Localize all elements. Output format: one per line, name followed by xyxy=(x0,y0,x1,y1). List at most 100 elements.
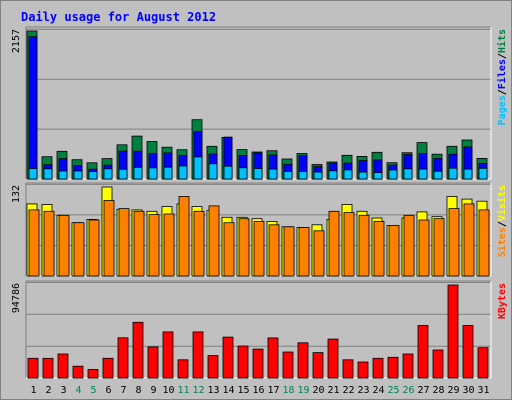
hits-bar-pages-27 xyxy=(418,168,428,180)
hits-bar-pages-5 xyxy=(88,171,98,180)
kbytes-bar-kbytes-15 xyxy=(237,345,249,379)
hits-bar-pages-8 xyxy=(133,166,143,180)
hits-bar-pages-14 xyxy=(223,165,233,180)
x-tick-label: 18 xyxy=(282,385,294,396)
hits-axis-title: Pages/Files/Hits xyxy=(496,29,508,125)
hits-bar-pages-22 xyxy=(343,169,353,180)
kbytes-bar-kbytes-2 xyxy=(42,357,54,379)
visits-bar-sites-5 xyxy=(88,219,100,277)
x-tick-label: 14 xyxy=(222,385,234,396)
visits-bar-sites-30 xyxy=(463,203,475,277)
hits-bar-pages-26 xyxy=(403,168,413,180)
visits-bar-sites-12 xyxy=(193,210,205,277)
visits-bar-sites-13 xyxy=(208,205,220,277)
kbytes-bar-kbytes-28 xyxy=(432,349,444,379)
x-tick-label: 4 xyxy=(75,385,81,396)
kbytes-bar-kbytes-14 xyxy=(222,336,234,379)
x-tick-label: 21 xyxy=(327,385,339,396)
hits-bar-files-1 xyxy=(28,36,38,180)
visits-bar-sites-3 xyxy=(58,214,70,277)
x-tick-label: 15 xyxy=(237,385,249,396)
kbytes-bar-kbytes-11 xyxy=(177,359,189,379)
visits-bar-sites-29 xyxy=(448,208,460,277)
hits-bar-pages-15 xyxy=(238,167,248,180)
kbytes-bar-kbytes-17 xyxy=(267,337,279,379)
kbytes-bar-kbytes-16 xyxy=(252,348,264,379)
hits-axis-label-pages: Pages xyxy=(497,95,508,125)
hits-bar-pages-17 xyxy=(268,168,278,180)
visits-axis-label-visits: Visits xyxy=(496,185,508,221)
kbytes-bar-kbytes-23 xyxy=(357,361,369,379)
visits-bar-sites-21 xyxy=(328,210,340,277)
hits-bar-pages-31 xyxy=(478,167,488,180)
hits-bar-pages-10 xyxy=(163,166,173,180)
visits-bar-sites-14 xyxy=(223,222,235,277)
kbytes-axis-label-kbytes: KBytes xyxy=(497,283,508,319)
kbytes-bar-kbytes-1 xyxy=(27,357,39,379)
kbytes-bar-kbytes-22 xyxy=(342,359,354,379)
visits-axis-label-sites: Sites xyxy=(496,227,508,257)
kbytes-bar-kbytes-7 xyxy=(117,337,129,379)
hits-bar-pages-13 xyxy=(208,163,218,180)
kbytes-bar-kbytes-8 xyxy=(132,321,144,379)
x-tick-label: 5 xyxy=(90,385,96,396)
chart-title: Daily usage for August 2012 xyxy=(21,10,216,24)
kbytes-bar-kbytes-12 xyxy=(192,331,204,379)
x-tick-label: 20 xyxy=(312,385,324,396)
visits-bar-sites-2 xyxy=(43,210,55,277)
hits-bar-pages-1 xyxy=(28,168,38,180)
hits-bar-pages-18 xyxy=(283,170,293,180)
visits-bar-sites-23 xyxy=(358,214,370,277)
hits-axis-label-files: Files xyxy=(496,59,508,89)
visits-bar-sites-10 xyxy=(163,213,175,277)
kbytes-bar-kbytes-21 xyxy=(327,338,339,379)
kbytes-bar-kbytes-3 xyxy=(57,353,69,379)
visits-max-label: 132 xyxy=(11,185,22,203)
hits-bar-pages-30 xyxy=(463,168,473,180)
x-tick-label: 6 xyxy=(105,385,111,396)
visits-bar-sites-26 xyxy=(403,214,415,277)
kbytes-bar-kbytes-29 xyxy=(447,284,459,379)
x-tick-label: 7 xyxy=(120,385,126,396)
x-tick-label: 16 xyxy=(252,385,264,396)
visits-bar-sites-11 xyxy=(178,195,190,277)
hits-bar-pages-16 xyxy=(253,168,263,180)
visits-bar-sites-19 xyxy=(298,227,310,277)
kbytes-bar-kbytes-20 xyxy=(312,352,324,379)
hits-bar-pages-23 xyxy=(358,171,368,180)
visits-bar-sites-22 xyxy=(343,212,355,277)
x-tick-label: 12 xyxy=(192,385,204,396)
hits-bar-pages-20 xyxy=(313,171,323,180)
hits-bar-pages-7 xyxy=(118,168,128,180)
bars-group xyxy=(26,30,490,379)
x-tick-label: 17 xyxy=(267,385,279,396)
visits-bar-sites-20 xyxy=(313,230,325,277)
x-tick-label: 11 xyxy=(177,385,189,396)
visits-bar-sites-16 xyxy=(253,220,265,277)
kbytes-bar-kbytes-13 xyxy=(207,355,219,379)
visits-bar-sites-7 xyxy=(118,208,130,277)
kbytes-bar-kbytes-5 xyxy=(87,369,99,379)
visits-bar-sites-1 xyxy=(28,209,40,277)
x-tick-label: 1 xyxy=(30,385,36,396)
hits-bar-pages-3 xyxy=(58,170,68,180)
x-tick-label: 3 xyxy=(60,385,66,396)
hits-axis-label-hits: Hits xyxy=(496,29,508,53)
kbytes-bar-kbytes-9 xyxy=(147,346,159,379)
x-tick-label: 25 xyxy=(387,385,399,396)
kbytes-bar-kbytes-24 xyxy=(372,357,384,379)
visits-bar-sites-25 xyxy=(388,224,400,277)
kbytes-bar-kbytes-18 xyxy=(282,351,294,379)
kbytes-bar-kbytes-10 xyxy=(162,331,174,379)
x-tick-label: 22 xyxy=(342,385,354,396)
kbytes-bar-kbytes-26 xyxy=(402,353,414,379)
x-tick-label: 10 xyxy=(162,385,174,396)
x-tick-label: 28 xyxy=(432,385,444,396)
visits-bar-sites-4 xyxy=(73,222,85,277)
hits-bar-pages-11 xyxy=(178,165,188,180)
visits-bar-sites-28 xyxy=(433,218,445,277)
kbytes-bar-kbytes-31 xyxy=(477,347,489,379)
hits-bar-pages-29 xyxy=(448,167,458,180)
